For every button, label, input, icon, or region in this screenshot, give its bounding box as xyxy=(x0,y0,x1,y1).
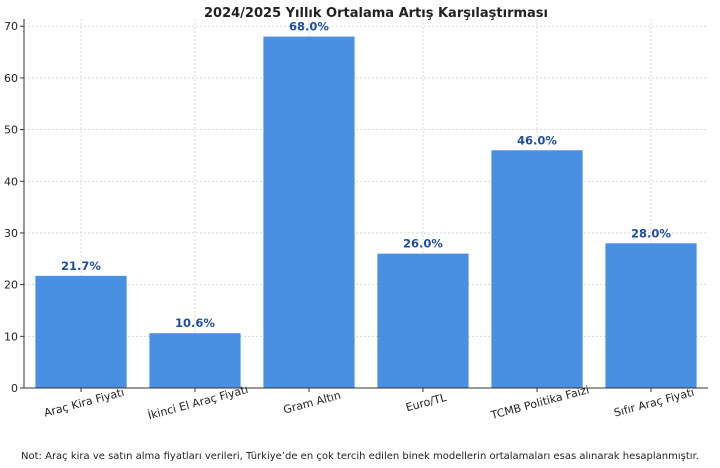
x-tick-label: Araç Kira Fiyatı xyxy=(43,386,126,420)
bar-value-label: 46.0% xyxy=(517,133,557,147)
chart-title: 2024/2025 Yıllık Ortalama Artış Karşılaş… xyxy=(204,6,548,21)
axes xyxy=(20,19,708,392)
bar-value-label: 68.0% xyxy=(289,20,329,34)
y-tick-labels: 0 10 20 30 40 50 60 70 xyxy=(4,20,18,395)
y-tick-label: 40 xyxy=(4,175,18,188)
y-tick-label: 30 xyxy=(4,227,18,240)
bar xyxy=(605,243,697,388)
y-tick-label: 60 xyxy=(4,72,18,85)
bar xyxy=(149,333,241,388)
y-tick-label: 0 xyxy=(11,382,18,395)
bar xyxy=(35,275,127,388)
x-tick-label: Gram Altın xyxy=(282,389,342,417)
bar-value-label: 21.7% xyxy=(61,259,101,273)
footnote: Not: Araç kira ve satın alma fiyatları v… xyxy=(21,451,699,462)
x-tick-label: İkinci El Araç Fiyatı xyxy=(147,383,250,422)
x-tick-label: TCMB Politika Faizi xyxy=(489,383,591,422)
data-labels: 21.7% 10.6% 68.0% 26.0% 46.0% 28.0% xyxy=(61,20,671,331)
bar-value-label: 28.0% xyxy=(631,226,671,240)
y-tick-label: 20 xyxy=(4,279,18,292)
bar-value-label: 10.6% xyxy=(175,316,215,330)
bar-value-label: 26.0% xyxy=(403,237,443,251)
bar xyxy=(263,36,355,388)
y-tick-label: 50 xyxy=(4,124,18,137)
y-tick-label: 70 xyxy=(4,20,18,33)
bar xyxy=(491,150,583,388)
x-tick-label: Euro/TL xyxy=(404,391,448,415)
x-tick-label: Sıfır Araç Fiyatı xyxy=(613,386,696,420)
bar xyxy=(377,253,469,388)
y-tick-label: 10 xyxy=(4,330,18,343)
x-tick-labels: Araç Kira Fiyatı İkinci El Araç Fiyatı Gra… xyxy=(43,383,696,422)
bars xyxy=(35,36,697,388)
